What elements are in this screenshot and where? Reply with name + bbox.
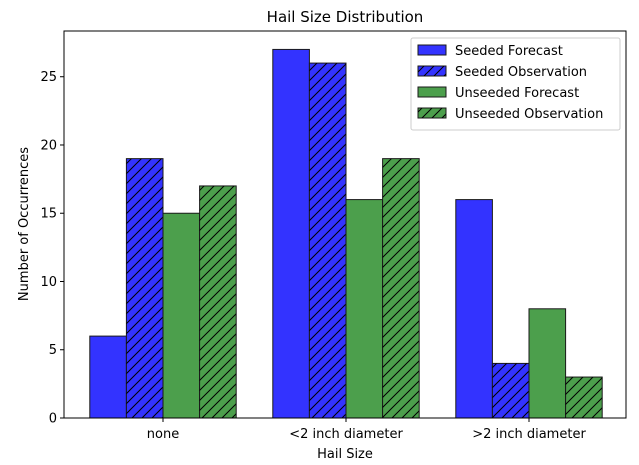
bar-hatch [565, 377, 603, 418]
legend-box [410, 37, 621, 131]
y-tick-label: 15 [40, 207, 57, 222]
y-tick-label: 5 [49, 343, 57, 358]
legend-swatch [417, 44, 447, 56]
legend-label: Unseeded Forecast [455, 86, 579, 101]
y-tick-label: 20 [40, 138, 57, 153]
x-axis-label: Hail Size [317, 447, 373, 462]
legend-swatch [417, 86, 447, 98]
x-tick-label: >2 inch diameter [472, 427, 586, 442]
bar [528, 308, 567, 419]
bar-hatch [126, 158, 163, 418]
y-tick-label: 0 [49, 412, 57, 427]
legend-swatch-hatch [418, 108, 446, 118]
bar-hatch [492, 363, 529, 418]
legend-swatch-hatch [418, 66, 446, 76]
chart-title: Hail Size Distribution [267, 8, 424, 26]
bar [455, 199, 493, 419]
bar [89, 335, 127, 419]
x-tick-label: <2 inch diameter [289, 427, 403, 442]
bar [272, 48, 310, 419]
bar [345, 199, 384, 419]
bar [162, 212, 201, 419]
y-tick-label: 25 [40, 70, 57, 85]
legend-label: Unseeded Observation [455, 107, 603, 122]
legend: Seeded Forecast Seeded Observation Unseede… [410, 37, 621, 131]
bar-hatch [199, 185, 237, 418]
bar-hatch [309, 63, 346, 418]
legend-label: Seeded Forecast [455, 44, 563, 59]
legend-label: Seeded Observation [455, 65, 587, 80]
plot-area: 0 5 10 15 20 25 none <2 inch diameter >2 inch di… [40, 30, 627, 442]
bar-hatch [382, 158, 420, 418]
y-axis-label: Number of Occurrences [17, 147, 32, 301]
y-tick-label: 10 [40, 275, 57, 290]
x-tick-label: none [147, 427, 179, 442]
plot-frame [63, 30, 627, 419]
